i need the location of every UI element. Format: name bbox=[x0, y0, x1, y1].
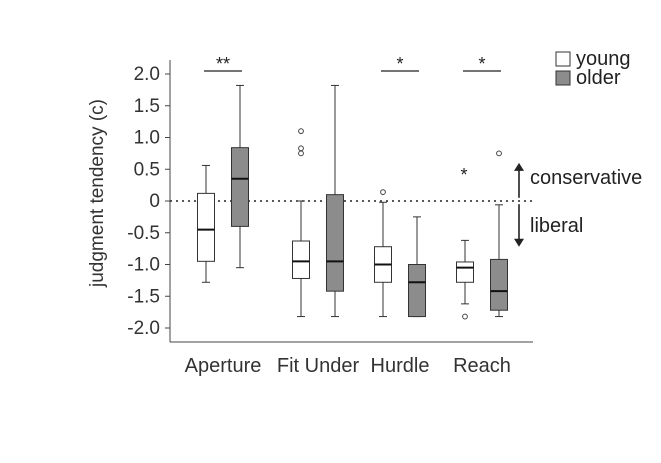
annotation-conservative: conservative bbox=[530, 167, 642, 189]
axes bbox=[165, 60, 533, 343]
y-tick-label: 1.5 bbox=[134, 96, 160, 117]
x-tick-label: Aperture bbox=[185, 355, 262, 377]
y-tick-label: 0 bbox=[149, 191, 160, 212]
legend-label-older: older bbox=[576, 67, 621, 89]
annotation-liberal: liberal bbox=[530, 215, 583, 237]
significance-label: * bbox=[396, 54, 403, 74]
legend-label-young: young bbox=[576, 48, 631, 70]
y-tick-label: -0.5 bbox=[127, 223, 160, 244]
legend-swatch-older bbox=[555, 70, 571, 86]
x-tick-label: Fit Under bbox=[277, 355, 360, 377]
outlier-point bbox=[380, 189, 386, 196]
x-tick-label: Hurdle bbox=[371, 355, 430, 377]
outlier-point bbox=[496, 150, 502, 157]
y-tick-label: 0.5 bbox=[134, 159, 160, 180]
y-tick-label: 2.0 bbox=[134, 64, 160, 85]
y-axis-label: judgment tendency (c) bbox=[87, 99, 108, 288]
outlier-point bbox=[462, 313, 468, 320]
box-older bbox=[326, 194, 344, 292]
y-tick-label: 1.0 bbox=[134, 128, 160, 149]
box-young bbox=[197, 192, 215, 262]
box-older bbox=[408, 264, 426, 318]
extreme-marker: * bbox=[460, 165, 467, 185]
y-tick-label: -2.0 bbox=[127, 318, 160, 339]
outlier-point bbox=[298, 128, 304, 135]
significance-label: ** bbox=[216, 54, 230, 74]
legend-swatch-young bbox=[555, 51, 571, 67]
liberal-arrowhead bbox=[514, 238, 524, 247]
plot-marks bbox=[197, 51, 571, 320]
box-older bbox=[490, 258, 508, 311]
y-tick-label: -1.5 bbox=[127, 286, 160, 307]
box-young bbox=[292, 240, 310, 279]
outlier-point bbox=[298, 145, 304, 152]
box-young bbox=[456, 261, 474, 283]
x-tick-label: Reach bbox=[453, 355, 511, 377]
outlier-point bbox=[298, 150, 304, 157]
significance-label: * bbox=[478, 54, 485, 74]
conservative-arrowhead bbox=[514, 162, 524, 171]
text-labels: judgment tendency (c) 2.0 1.5 1.0 0.5 0 -0.5 -… bbox=[87, 48, 642, 377]
y-tick-label: -1.0 bbox=[127, 255, 160, 276]
box-older bbox=[231, 147, 249, 227]
